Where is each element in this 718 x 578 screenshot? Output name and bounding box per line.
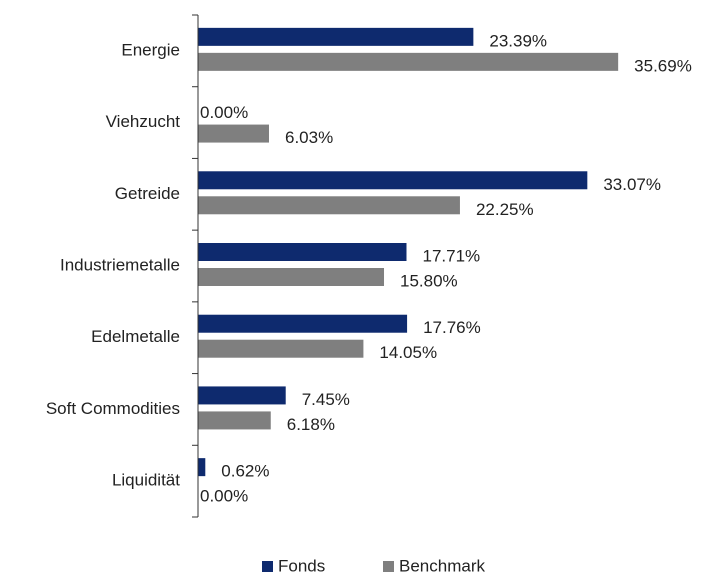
value-label: 6.18% — [287, 415, 335, 434]
value-label: 6.03% — [285, 128, 333, 147]
bar — [198, 124, 269, 143]
value-label: 17.71% — [422, 246, 480, 265]
value-label: 14.05% — [379, 343, 437, 362]
value-label: 33.07% — [603, 175, 661, 194]
value-label: 0.62% — [221, 462, 269, 481]
bar — [198, 314, 408, 333]
category-label: Edelmetalle — [91, 327, 180, 346]
bar — [198, 458, 206, 477]
category-label: Soft Commodities — [46, 399, 180, 418]
bar — [198, 339, 364, 358]
bar — [198, 386, 286, 405]
value-label: 0.00% — [200, 103, 248, 122]
value-label: 17.76% — [423, 318, 481, 337]
bar — [198, 27, 474, 46]
value-label: 7.45% — [302, 390, 350, 409]
category-label: Energie — [121, 40, 180, 59]
bar — [198, 411, 271, 430]
bar — [198, 52, 619, 71]
category-label: Industriemetalle — [60, 255, 180, 274]
category-label: Liquidität — [112, 471, 180, 490]
value-label: 0.00% — [200, 487, 248, 506]
value-label: 15.80% — [400, 271, 458, 290]
value-label: 23.39% — [489, 31, 547, 50]
category-label: Getreide — [115, 184, 180, 203]
bar — [198, 196, 460, 215]
value-label: 22.25% — [476, 200, 534, 219]
value-label: 35.69% — [634, 56, 692, 75]
legend-swatch — [262, 561, 273, 572]
bar — [198, 243, 407, 261]
bar — [198, 268, 385, 286]
legend-label: Fonds — [278, 556, 325, 575]
bar — [198, 171, 588, 190]
legend-label: Benchmark — [399, 556, 485, 575]
legend-swatch — [383, 561, 394, 572]
category-label: Viehzucht — [106, 112, 181, 131]
